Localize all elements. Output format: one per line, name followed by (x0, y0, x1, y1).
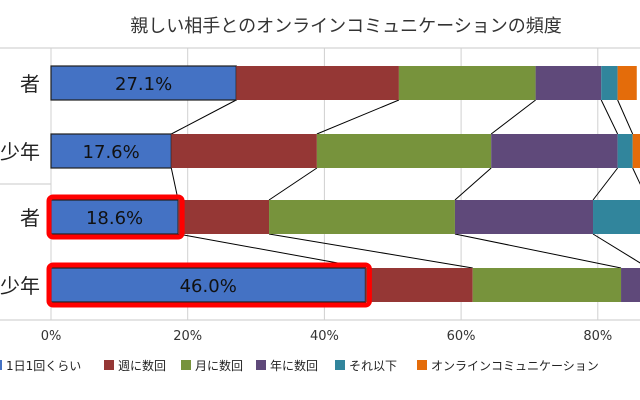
bar-segment (491, 134, 618, 168)
bar-connectors (170, 99, 640, 269)
category-label: 者 (20, 206, 40, 230)
bar-segment (617, 66, 637, 100)
x-tick-label: 40% (310, 329, 339, 344)
bar-segment (269, 200, 455, 234)
bar-segment (617, 134, 633, 168)
bar-segment (236, 66, 399, 100)
connector-line (632, 167, 640, 185)
bar-segment (365, 268, 473, 302)
bar-segment (171, 134, 317, 168)
legend-swatch (181, 360, 191, 370)
legend-swatch (104, 360, 114, 370)
connector-line (268, 233, 473, 269)
category-label: 少年 (0, 274, 40, 298)
data-label: 46.0% (180, 276, 237, 297)
bar-segment (50, 65, 237, 101)
bar-segment (398, 66, 536, 100)
connector-line (178, 233, 366, 269)
connector-line (600, 99, 619, 135)
data-labels: 27.1% 17.6% 18.6% 46.0% (83, 74, 237, 297)
connector-line (268, 167, 318, 201)
chart-title: 親しい相手とのオンラインコミュニケーションの頻度 (130, 16, 561, 37)
bar-segment (50, 267, 367, 303)
x-axis-ticks: 0% 20% 40% 60% 80% (41, 329, 613, 344)
x-tick-label: 20% (173, 329, 202, 344)
legend-swatch (256, 360, 266, 370)
bar-segment (632, 134, 640, 168)
connector-line (454, 167, 492, 201)
x-tick-label: 80% (583, 329, 612, 344)
legend-swatch (0, 360, 2, 370)
connector-line (171, 99, 237, 135)
bar-segment (454, 200, 594, 234)
bar-segment (535, 66, 602, 100)
x-tick-label: 0% (41, 329, 62, 344)
data-label: 18.6% (86, 208, 143, 229)
highlight-frame (46, 262, 372, 308)
bar-segment (601, 66, 618, 100)
bar-segment (593, 200, 640, 234)
connector-line (316, 99, 400, 135)
legend-label: オンラインコミュニケーション (431, 359, 599, 373)
legend-swatch (335, 360, 345, 370)
data-label: 27.1% (115, 74, 172, 95)
data-label: 17.6% (83, 142, 140, 163)
legend-swatch (417, 360, 427, 370)
legend-label: 1日1回くらい (6, 359, 81, 373)
connector-line (592, 233, 640, 264)
highlight-boxes (46, 194, 372, 308)
bar-segment (50, 133, 172, 169)
bar-segment (50, 199, 179, 235)
legend-label: 年に数回 (270, 358, 318, 373)
bar-segment (316, 134, 492, 168)
legend-label: それ以下 (349, 359, 397, 373)
bar-segment (472, 268, 622, 302)
highlight-frame (46, 194, 185, 240)
legend: 1日1回くらい 週に数回 月に数回 年に数回 それ以下 オンラインコミュニケーション (0, 358, 599, 373)
bar-segment (621, 268, 640, 302)
connector-line (490, 99, 536, 135)
connector-line (592, 167, 619, 201)
x-tick-label: 60% (447, 329, 476, 344)
connector-line (617, 99, 634, 135)
legend-label: 月に数回 (195, 358, 243, 373)
bar-segment (178, 200, 270, 234)
connector-line (454, 233, 622, 269)
legend-label: 週に数回 (118, 358, 166, 373)
category-label: 者 (20, 72, 40, 96)
bars (50, 65, 640, 303)
category-label: 少年 (0, 140, 40, 164)
